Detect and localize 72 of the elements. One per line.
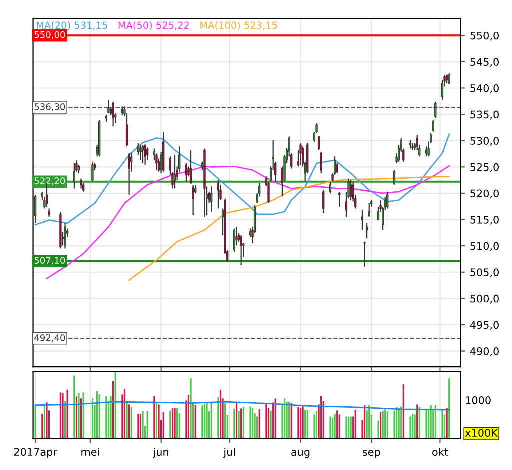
candlestick	[233, 228, 236, 252]
candlestick	[73, 162, 76, 190]
ref-line-label: 507,10	[34, 257, 66, 265]
candlestick	[108, 99, 110, 114]
candlestick	[338, 191, 341, 208]
candlestick	[174, 154, 176, 190]
ref-line-label: 536,30	[34, 104, 66, 112]
candlestick	[112, 101, 114, 128]
candlestick	[64, 222, 66, 250]
y-tick-label: 495,0	[470, 321, 499, 330]
x-tick-label: aug	[292, 450, 310, 458]
candlestick	[441, 79, 444, 100]
y-tick-label: 535,0	[470, 110, 499, 120]
x-tick-label: jul	[224, 448, 236, 458]
x-tick-label: sep	[362, 450, 380, 458]
candlestick	[128, 152, 130, 196]
candlestick	[386, 191, 389, 210]
candlestick	[92, 161, 94, 182]
y-tick-label: 490,0	[470, 348, 499, 356]
y-tick-label: 540,0	[470, 84, 499, 94]
text: MA(20) 531,15	[37, 22, 108, 30]
candlestick	[412, 142, 414, 151]
candlestick	[300, 142, 302, 166]
candlestick	[320, 151, 322, 174]
candlestick	[156, 152, 158, 171]
y-tick-label: 515,0	[470, 216, 499, 225]
candlestick	[432, 120, 434, 132]
candlestick	[434, 101, 437, 119]
y-tick-label: 510,0	[470, 242, 499, 252]
candlestick	[192, 184, 194, 216]
y-tick-label: 545,0	[470, 58, 499, 68]
candlestick	[366, 222, 368, 240]
y-tick-label: 525,0	[470, 163, 499, 172]
candlestick	[80, 178, 82, 190]
text: MA(100) 523,15	[200, 22, 278, 30]
candlestick	[318, 136, 320, 151]
ref-line-label: 522,20	[34, 178, 66, 186]
candlestick	[210, 186, 213, 212]
candlestick	[185, 162, 188, 182]
candlestick	[361, 210, 364, 231]
candlestick	[140, 144, 142, 161]
ref-line-label: 550,00	[34, 31, 66, 40]
candlestick	[368, 202, 370, 218]
x-tick-label: mei	[82, 448, 100, 456]
candlestick	[336, 162, 338, 174]
line-series	[128, 176, 450, 281]
x-tick-label: okt	[432, 448, 448, 456]
candlestick	[393, 170, 396, 186]
candlestick	[425, 146, 428, 158]
text: x100K	[465, 429, 498, 437]
candlestick	[350, 180, 352, 201]
line-series	[34, 134, 450, 226]
candlestick	[364, 241, 366, 268]
candlestick	[146, 147, 149, 161]
candlestick	[144, 144, 146, 166]
text: MA(50) 525,22	[118, 22, 190, 30]
candlestick	[329, 181, 332, 194]
y-tick-label: 520,0	[470, 190, 499, 199]
x-tick-label: 2017apr	[14, 448, 58, 458]
candlestick	[322, 190, 325, 214]
candlestick	[217, 180, 220, 210]
ref-line-label: 492,40	[34, 334, 66, 342]
candlestick	[142, 144, 144, 164]
candlestick	[34, 194, 37, 224]
y-tick-label: 530,0	[470, 137, 499, 146]
y-tick-label: 550,0	[470, 32, 499, 41]
text: 1000	[466, 396, 491, 404]
y-tick-label: 500,0	[470, 294, 499, 304]
candlestick	[190, 150, 192, 184]
candlestick	[240, 234, 242, 266]
x-tick-label: jun	[153, 448, 168, 458]
y-tick-label: 505,0	[470, 268, 499, 278]
